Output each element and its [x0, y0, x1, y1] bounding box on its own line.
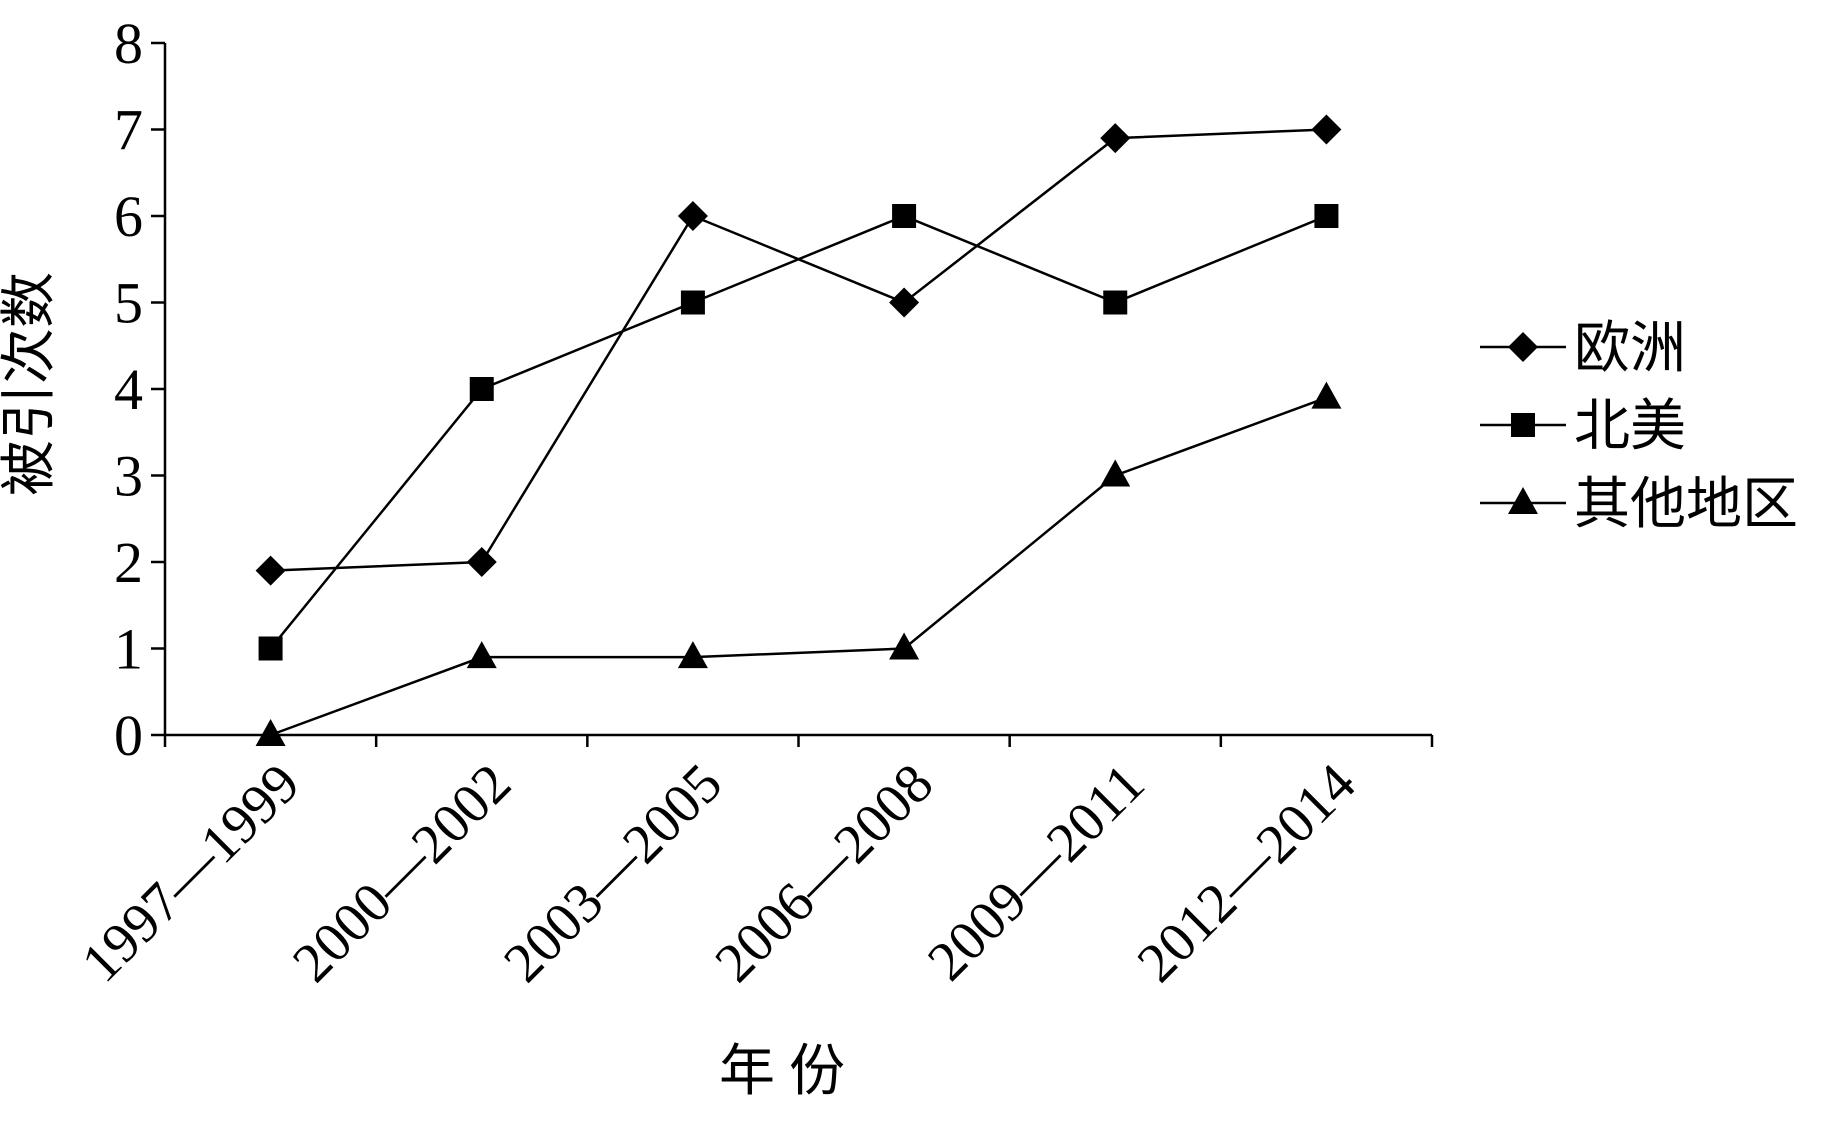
marker-diamond — [677, 201, 708, 231]
marker-triangle — [255, 719, 286, 746]
marker-diamond — [466, 547, 497, 577]
legend-label: 其他地区 — [1574, 474, 1798, 536]
legend-label: 欧洲 — [1574, 318, 1686, 380]
marker-diamond — [255, 555, 286, 586]
marker-triangle — [1311, 381, 1342, 409]
y-tick-label: 2 — [114, 530, 143, 595]
marker-square — [680, 290, 705, 315]
marker-diamond — [1311, 114, 1342, 145]
y-axis-title: 被引次数 — [0, 272, 61, 496]
x-tick-label: 1997—1999 — [70, 752, 312, 994]
series-line — [270, 128, 1327, 572]
y-tick-label: 6 — [114, 184, 143, 249]
marker-square — [469, 377, 494, 401]
y-tick-label: 1 — [114, 617, 143, 682]
marker-triangle — [889, 632, 920, 660]
x-tick-label: 2009—2011 — [916, 752, 1156, 992]
marker-square — [892, 204, 917, 228]
marker-triangle — [677, 641, 708, 669]
marker-square — [258, 636, 283, 661]
y-tick-label: 3 — [114, 444, 143, 509]
marker-diamond — [1100, 123, 1131, 154]
x-tick-label: 2012—2014 — [1126, 752, 1368, 994]
y-tick-label: 5 — [114, 271, 143, 336]
marker-diamond — [1508, 332, 1538, 362]
x-tick-label: 2000—2002 — [281, 752, 523, 994]
x-tick-label: 2003—2005 — [492, 752, 734, 994]
legend-label: 北美 — [1574, 396, 1686, 458]
series-line — [270, 396, 1327, 737]
y-tick-label: 0 — [114, 703, 143, 768]
marker-square — [1314, 204, 1339, 228]
series-line — [269, 214, 1327, 650]
y-tick-label: 7 — [114, 98, 143, 163]
x-tick-label: 2006—2008 — [703, 752, 945, 994]
marker-triangle — [466, 641, 497, 669]
y-tick-label: 4 — [114, 357, 143, 422]
x-axis-title: 年 份 — [719, 1041, 845, 1103]
marker-square — [1511, 413, 1535, 437]
marker-diamond — [889, 287, 920, 318]
marker-triangle — [1508, 487, 1538, 514]
marker-triangle — [1100, 459, 1131, 487]
marker-square — [1103, 290, 1128, 315]
y-tick-label: 8 — [114, 11, 143, 76]
